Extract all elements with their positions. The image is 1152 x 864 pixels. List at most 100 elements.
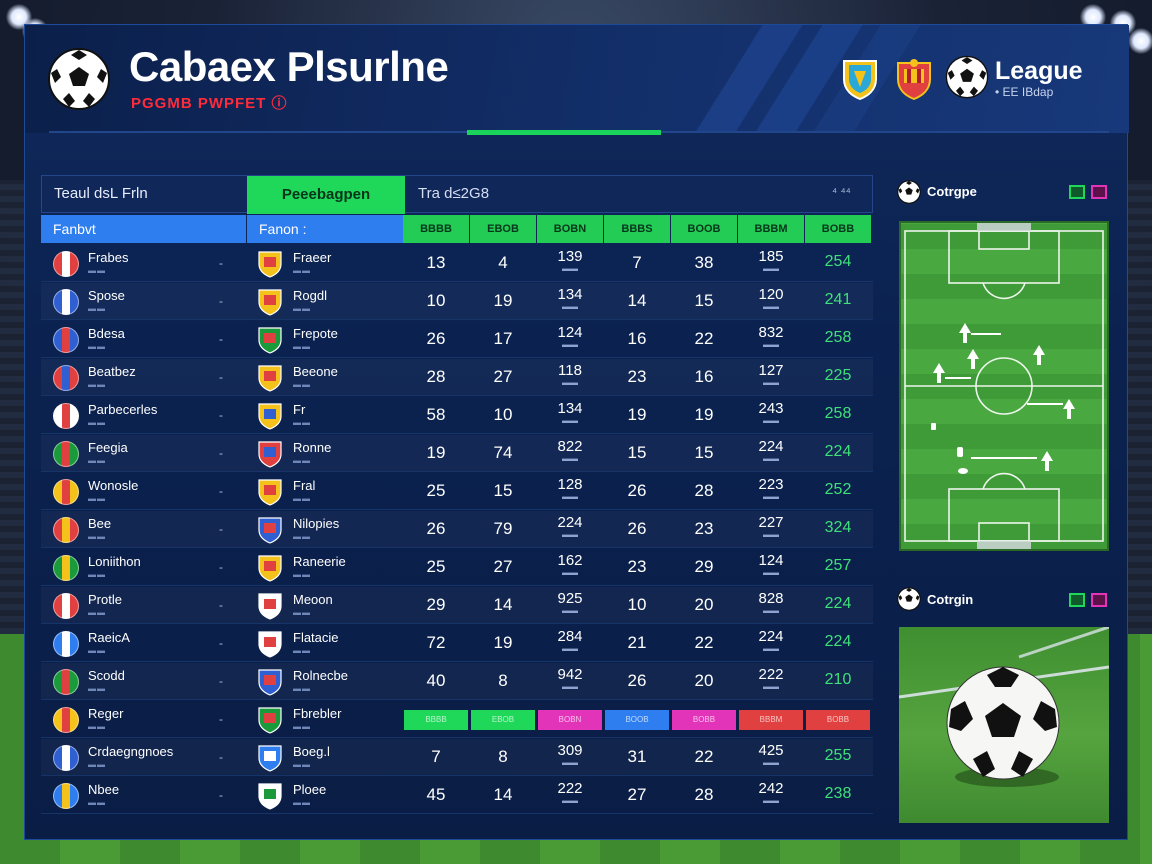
tab-active[interactable]: Peeebagpen	[247, 176, 405, 214]
table-row[interactable]: Nbee ▬▬ - Ploee ▬▬ 45 14 222 ▬▬ 27 28 242 ▬▬ 238	[41, 777, 873, 814]
team-name[interactable]: Crdaegngnoes	[88, 744, 174, 759]
stat-unit: ▬▬	[562, 758, 578, 767]
team-name[interactable]: Spose	[88, 288, 125, 303]
opponent-sub-label: ▬▬	[293, 798, 311, 807]
table-row[interactable]: Wonosle ▬▬ - Fral ▬▬ 25 15 128 ▬▬ 26 28 223 ▬▬ 252	[41, 473, 873, 510]
team-sub-label: ▬▬	[88, 646, 106, 655]
club-crest-icon[interactable]	[895, 57, 933, 101]
stat-value: 4	[498, 253, 508, 272]
table-row[interactable]: RaeicA ▬▬ - Flatacie ▬▬ 72 19 284 ▬▬ 21 22 224 ▬▬ 224	[41, 625, 873, 662]
opponent-name[interactable]: Flatacie	[293, 630, 339, 645]
team-name[interactable]: Frabes	[88, 250, 129, 265]
formation-toggle-pink[interactable]	[1091, 185, 1107, 199]
team-name[interactable]: Feegia	[88, 440, 128, 455]
stat-value: 17	[493, 329, 513, 348]
opponent-name[interactable]: Rogdl	[293, 288, 327, 303]
team-name[interactable]: RaeicA	[88, 630, 130, 645]
opponent-sub-label: ▬▬	[293, 760, 311, 769]
team-name[interactable]: Loniithon	[88, 554, 141, 569]
table-row[interactable]: Frabes ▬▬ - Fraeer ▬▬ 13 4 139 ▬▬ 7 38 185 ▬▬ 254	[41, 245, 873, 282]
column-header-stat[interactable]: BOOB	[671, 215, 737, 243]
opponent-name[interactable]: Frepote	[293, 326, 338, 341]
stat-cell: 15	[671, 443, 737, 463]
team-name[interactable]: Beatbez	[88, 364, 136, 379]
team-sub-label: ▬▬	[88, 266, 106, 275]
stat-cell: 15	[604, 443, 670, 463]
column-header-stat[interactable]: BBBS	[604, 215, 670, 243]
table-row[interactable]: Feegia ▬▬ - Ronne ▬▬ 19 74 822 ▬▬ 15 15 224 ▬▬ 224	[41, 435, 873, 472]
opponent-name[interactable]: Beeone	[293, 364, 338, 379]
table-row[interactable]: Reger ▬▬ - Fbrebler ▬▬ BBBB EBOB BOBN BOOB BOBB BB…	[41, 701, 873, 738]
stat-chip[interactable]: BBBB	[404, 710, 468, 730]
team-sub-label: ▬▬	[88, 798, 106, 807]
stat-chip[interactable]: BOBB	[672, 710, 736, 730]
team-name[interactable]: Parbecerles	[88, 402, 158, 417]
opponent-name[interactable]: Fr	[293, 402, 306, 417]
team-name[interactable]: Nbee	[88, 782, 120, 797]
column-header-stat[interactable]: BBBM	[738, 215, 804, 243]
photo-toggle-pink[interactable]	[1091, 593, 1107, 607]
team-flag-icon	[53, 289, 79, 315]
opponent-name[interactable]: Fral	[293, 478, 316, 493]
stat-value: 425	[758, 742, 784, 759]
table-header: Fanbvt Fanon : BBBB EBOB BOBN BBBS BOOB BBBM B…	[41, 215, 873, 243]
column-header-stat[interactable]: EBOB	[470, 215, 536, 243]
toolbar-options-icon[interactable]: ⁴ ⁴⁴	[832, 185, 851, 199]
stat-value: 128	[557, 476, 583, 493]
table-row[interactable]: Parbecerles ▬▬ - Fr ▬▬ 58 10 134 ▬▬ 19 19 243 ▬▬ 258	[41, 397, 873, 434]
photo-toggle-green[interactable]	[1069, 593, 1085, 607]
league-name[interactable]: League	[995, 57, 1083, 85]
club-shield-icon	[258, 403, 282, 430]
stat-cell: 21	[604, 633, 670, 653]
opponent-name[interactable]: Fraeer	[293, 250, 332, 265]
toolbar-label[interactable]: Teaul dsL Frln	[54, 185, 148, 202]
team-name[interactable]: Reger	[88, 706, 124, 721]
table-row[interactable]: Loniithon ▬▬ - Raneerie ▬▬ 25 27 162 ▬▬ 23 29 124 ▬▬…	[41, 549, 873, 586]
column-header-stat[interactable]: BBBB	[403, 215, 469, 243]
row-separator: -	[219, 636, 223, 650]
stat-chip[interactable]: EBOB	[471, 710, 535, 730]
column-header-stat[interactable]: BOBB	[805, 215, 871, 243]
stat-value: 223	[758, 476, 784, 493]
stat-chip[interactable]: BOOB	[605, 710, 669, 730]
table-row[interactable]: Spose ▬▬ - Rogdl ▬▬ 10 19 134 ▬▬ 14 15 120 ▬▬ 241	[41, 283, 873, 320]
formation-toggle-green[interactable]	[1069, 185, 1085, 199]
team-name[interactable]: Scodd	[88, 668, 125, 683]
team-name[interactable]: Bdesa	[88, 326, 125, 341]
stat-cell: 14	[604, 291, 670, 311]
stat-chip[interactable]: BBBM	[739, 710, 803, 730]
opponent-name[interactable]: Fbrebler	[293, 706, 342, 721]
table-row[interactable]: Beatbez ▬▬ - Beeone ▬▬ 28 27 118 ▬▬ 23 16 127 ▬▬ 225	[41, 359, 873, 396]
column-header-form[interactable]: Fanon :	[247, 215, 403, 243]
opponent-name[interactable]: Ploee	[293, 782, 327, 797]
stat-unit: ▬▬	[562, 682, 578, 691]
column-header-team[interactable]: Fanbvt	[41, 215, 246, 243]
opponent-sub-label: ▬▬	[293, 380, 311, 389]
team-name[interactable]: Protle	[88, 592, 122, 607]
toolbar-filter[interactable]: Tra d≤2G8	[418, 185, 490, 202]
opponent-name[interactable]: Boeg.l	[293, 744, 330, 759]
club-crest-icon[interactable]	[841, 57, 879, 101]
stat-value: 252	[824, 481, 852, 498]
column-header-stat[interactable]: BOBN	[537, 215, 603, 243]
opponent-name[interactable]: Raneerie	[293, 554, 346, 569]
table-row[interactable]: Scodd ▬▬ - Rolnecbe ▬▬ 40 8 942 ▬▬ 26 20 222 ▬▬ 210	[41, 663, 873, 700]
table-row[interactable]: Protle ▬▬ - Meoon ▬▬ 29 14 925 ▬▬ 10 20 828 ▬▬ 224	[41, 587, 873, 624]
opponent-name[interactable]: Rolnecbe	[293, 668, 348, 683]
opponent-name[interactable]: Nilopies	[293, 516, 340, 531]
table-row[interactable]: Bdesa ▬▬ - Frepote ▬▬ 26 17 124 ▬▬ 16 22 832 ▬▬ 258	[41, 321, 873, 358]
opponent-name[interactable]: Meoon	[293, 592, 333, 607]
stat-chip[interactable]: BOBB	[806, 710, 870, 730]
team-name[interactable]: Bee	[88, 516, 112, 531]
opponent-name[interactable]: Ronne	[293, 440, 332, 455]
team-name[interactable]: Wonosle	[88, 478, 139, 493]
opponent-sub-label: ▬▬	[293, 684, 311, 693]
club-shield-icon	[258, 327, 282, 354]
stat-cell: 17	[470, 329, 536, 349]
stat-cell: 14	[470, 595, 536, 615]
stat-chip[interactable]: BOBN	[538, 710, 602, 730]
table-row[interactable]: Crdaegngnoes ▬▬ - Boeg.l ▬▬ 7 8 309 ▬▬ 31 22 425 ▬▬ 2…	[41, 739, 873, 776]
table-row[interactable]: Bee ▬▬ - Nilopies ▬▬ 26 79 224 ▬▬ 26 23 227 ▬▬ 324	[41, 511, 873, 548]
club-shield-icon	[258, 251, 282, 278]
stat-unit: ▬▬	[763, 378, 779, 387]
